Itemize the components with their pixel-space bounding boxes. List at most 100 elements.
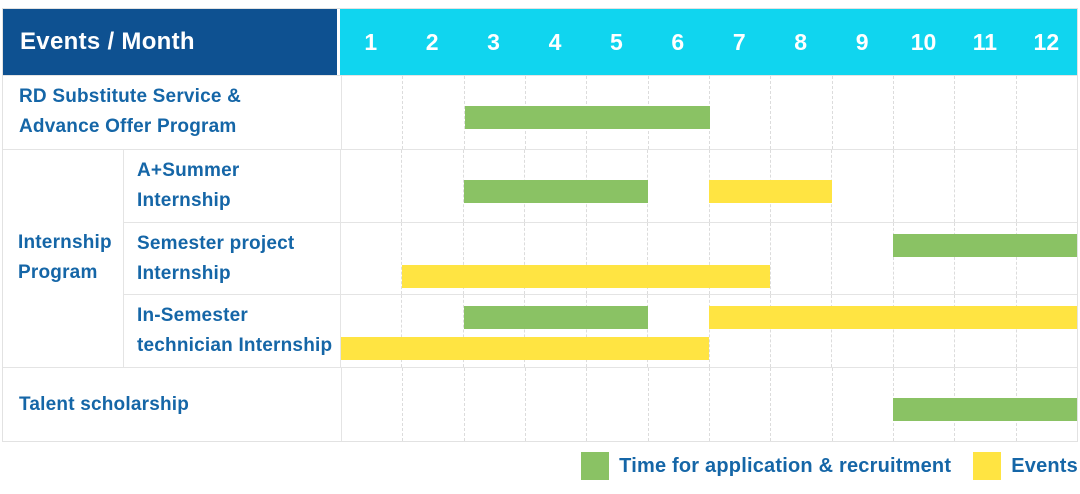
month-header-6: 6: [671, 28, 685, 55]
green-bar: [893, 398, 1077, 422]
month-grid-cell: [401, 295, 462, 368]
yellow-bar: [709, 179, 832, 203]
green-bar: [893, 233, 1077, 257]
month-grid-cell: [954, 76, 1015, 149]
row-rd-substitute-service: RD Substitute Service & Advance Offer Pr…: [3, 75, 1077, 149]
month-grid-cell: [462, 149, 524, 222]
events-month-header-cell: Events / Month: [3, 9, 340, 75]
internship-program-group: Internship Program A+Summer Internship S…: [3, 148, 1077, 368]
month-header-2: 2: [425, 28, 439, 55]
month-grid-cell: [831, 295, 892, 368]
month-grid-cell: [402, 76, 463, 149]
month-grid-cell: [954, 149, 1015, 222]
green-bar: [463, 306, 648, 330]
yellow-bar: [341, 337, 709, 361]
month-grid-cell: [401, 222, 462, 295]
row-label-line: Internship: [137, 189, 231, 211]
row-talent-scholarship: Talent scholarship: [3, 367, 1077, 441]
row-label-talent-scholarship: Talent scholarship: [3, 368, 342, 441]
month-grid-cell: [892, 76, 954, 149]
month-grid-cell: [647, 222, 708, 295]
month-grid-cell: [342, 76, 402, 149]
month-grid-cell: [401, 149, 462, 222]
month-grid-cell: [954, 295, 1015, 368]
month-grid-cell: [524, 295, 585, 368]
month-header-4: 4: [548, 28, 562, 55]
month-grid-cell: [647, 295, 708, 368]
month-grid-cell: [892, 222, 954, 295]
month-grid-cell: [463, 76, 525, 149]
month-grid-cell: [1015, 149, 1077, 222]
month-grid-cell: [892, 149, 954, 222]
group-label-line: Program: [18, 262, 98, 284]
events-month-header-label: Events / Month: [20, 28, 195, 55]
group-label-line: Internship: [18, 232, 112, 254]
legend-label-application-recruitment: Time for application & recruitment: [619, 454, 952, 477]
row-label-in-semester-technician-internship: In-Semester technician Internship: [124, 295, 341, 368]
month-grid-cell: [647, 368, 709, 441]
month-grid-cell: [708, 368, 770, 441]
row-label-line: Internship: [137, 262, 231, 284]
legend: Time for application & recruitment Event…: [581, 452, 1078, 480]
green-bar: [464, 106, 710, 129]
chart-row-semester-project-internship: [341, 222, 1077, 295]
green-bar: [463, 179, 648, 203]
month-grid-cell: [769, 222, 831, 295]
month-grid-cell: [708, 76, 770, 149]
table-header-row: Events / Month 1 2 3 4 5 6 7 8 9 10 11 12: [3, 9, 1077, 75]
month-grid-cell: [954, 222, 1015, 295]
month-grid-cell: [1015, 222, 1077, 295]
row-in-semester-technician-internship: In-Semester technician Internship: [124, 294, 1077, 368]
month-grid-cell: [831, 222, 892, 295]
month-header-9: 9: [855, 28, 869, 55]
row-label-line: Semester project: [137, 232, 295, 254]
row-a-plus-summer-internship: A+Summer Internship: [124, 149, 1077, 222]
month-grid-cell: [462, 222, 524, 295]
legend-item-events: Events: [973, 452, 1078, 480]
yellow-bar: [709, 306, 1077, 330]
month-grid-cell: [463, 368, 525, 441]
month-grid-cell: [462, 295, 524, 368]
month-grid-cell: [770, 76, 831, 149]
month-grid-cell: [708, 222, 770, 295]
row-label-line: A+Summer: [137, 159, 240, 181]
month-header-11: 11: [972, 28, 998, 55]
month-grid-cell: [585, 222, 647, 295]
month-grid-cell: [1015, 295, 1077, 368]
month-header-1: 1: [364, 28, 378, 55]
month-grid-cell: [342, 368, 402, 441]
month-grid-cell: [585, 295, 647, 368]
month-grid-cell: [831, 368, 893, 441]
row-label-line: Advance Offer Program: [19, 116, 237, 138]
month-grid-cell: [708, 295, 770, 368]
schedule-table: Events / Month 1 2 3 4 5 6 7 8 9 10 11 12 RD Substi…: [2, 8, 1078, 442]
row-label-line: In-Semester: [137, 305, 248, 327]
legend-label-events: Events: [1011, 454, 1078, 477]
legend-item-application-recruitment: Time for application & recruitment: [581, 452, 951, 480]
month-grid-cell: [647, 149, 708, 222]
month-grid-cell: [524, 368, 586, 441]
month-grid-cell: [1015, 76, 1077, 149]
month-grid-cell: [769, 295, 831, 368]
month-grid-cell: [586, 368, 647, 441]
month-header-7: 7: [732, 28, 746, 55]
chart-row-rd-substitute-service: [342, 76, 1077, 149]
group-label-internship-program: Internship Program: [3, 149, 124, 368]
green-swatch-icon: [581, 452, 610, 480]
month-grid-cell: [770, 368, 831, 441]
month-grid-cell: [524, 222, 585, 295]
row-label-line: Talent scholarship: [19, 393, 190, 415]
row-label-line: RD Substitute Service &: [19, 86, 242, 108]
row-label-line: technician Internship: [137, 335, 333, 357]
month-grid-cell: [341, 150, 401, 222]
month-header-3: 3: [487, 28, 500, 55]
row-label-rd-substitute-service: RD Substitute Service & Advance Offer Pr…: [3, 76, 342, 149]
month-grid-cell: [341, 223, 401, 295]
month-header-10: 10: [910, 28, 937, 55]
yellow-bar: [402, 264, 771, 288]
month-grid-cell: [831, 76, 893, 149]
month-header-8: 8: [794, 28, 808, 55]
month-grid-cell: [831, 149, 892, 222]
internship-program-rows: A+Summer Internship Semester project Int…: [124, 149, 1077, 368]
